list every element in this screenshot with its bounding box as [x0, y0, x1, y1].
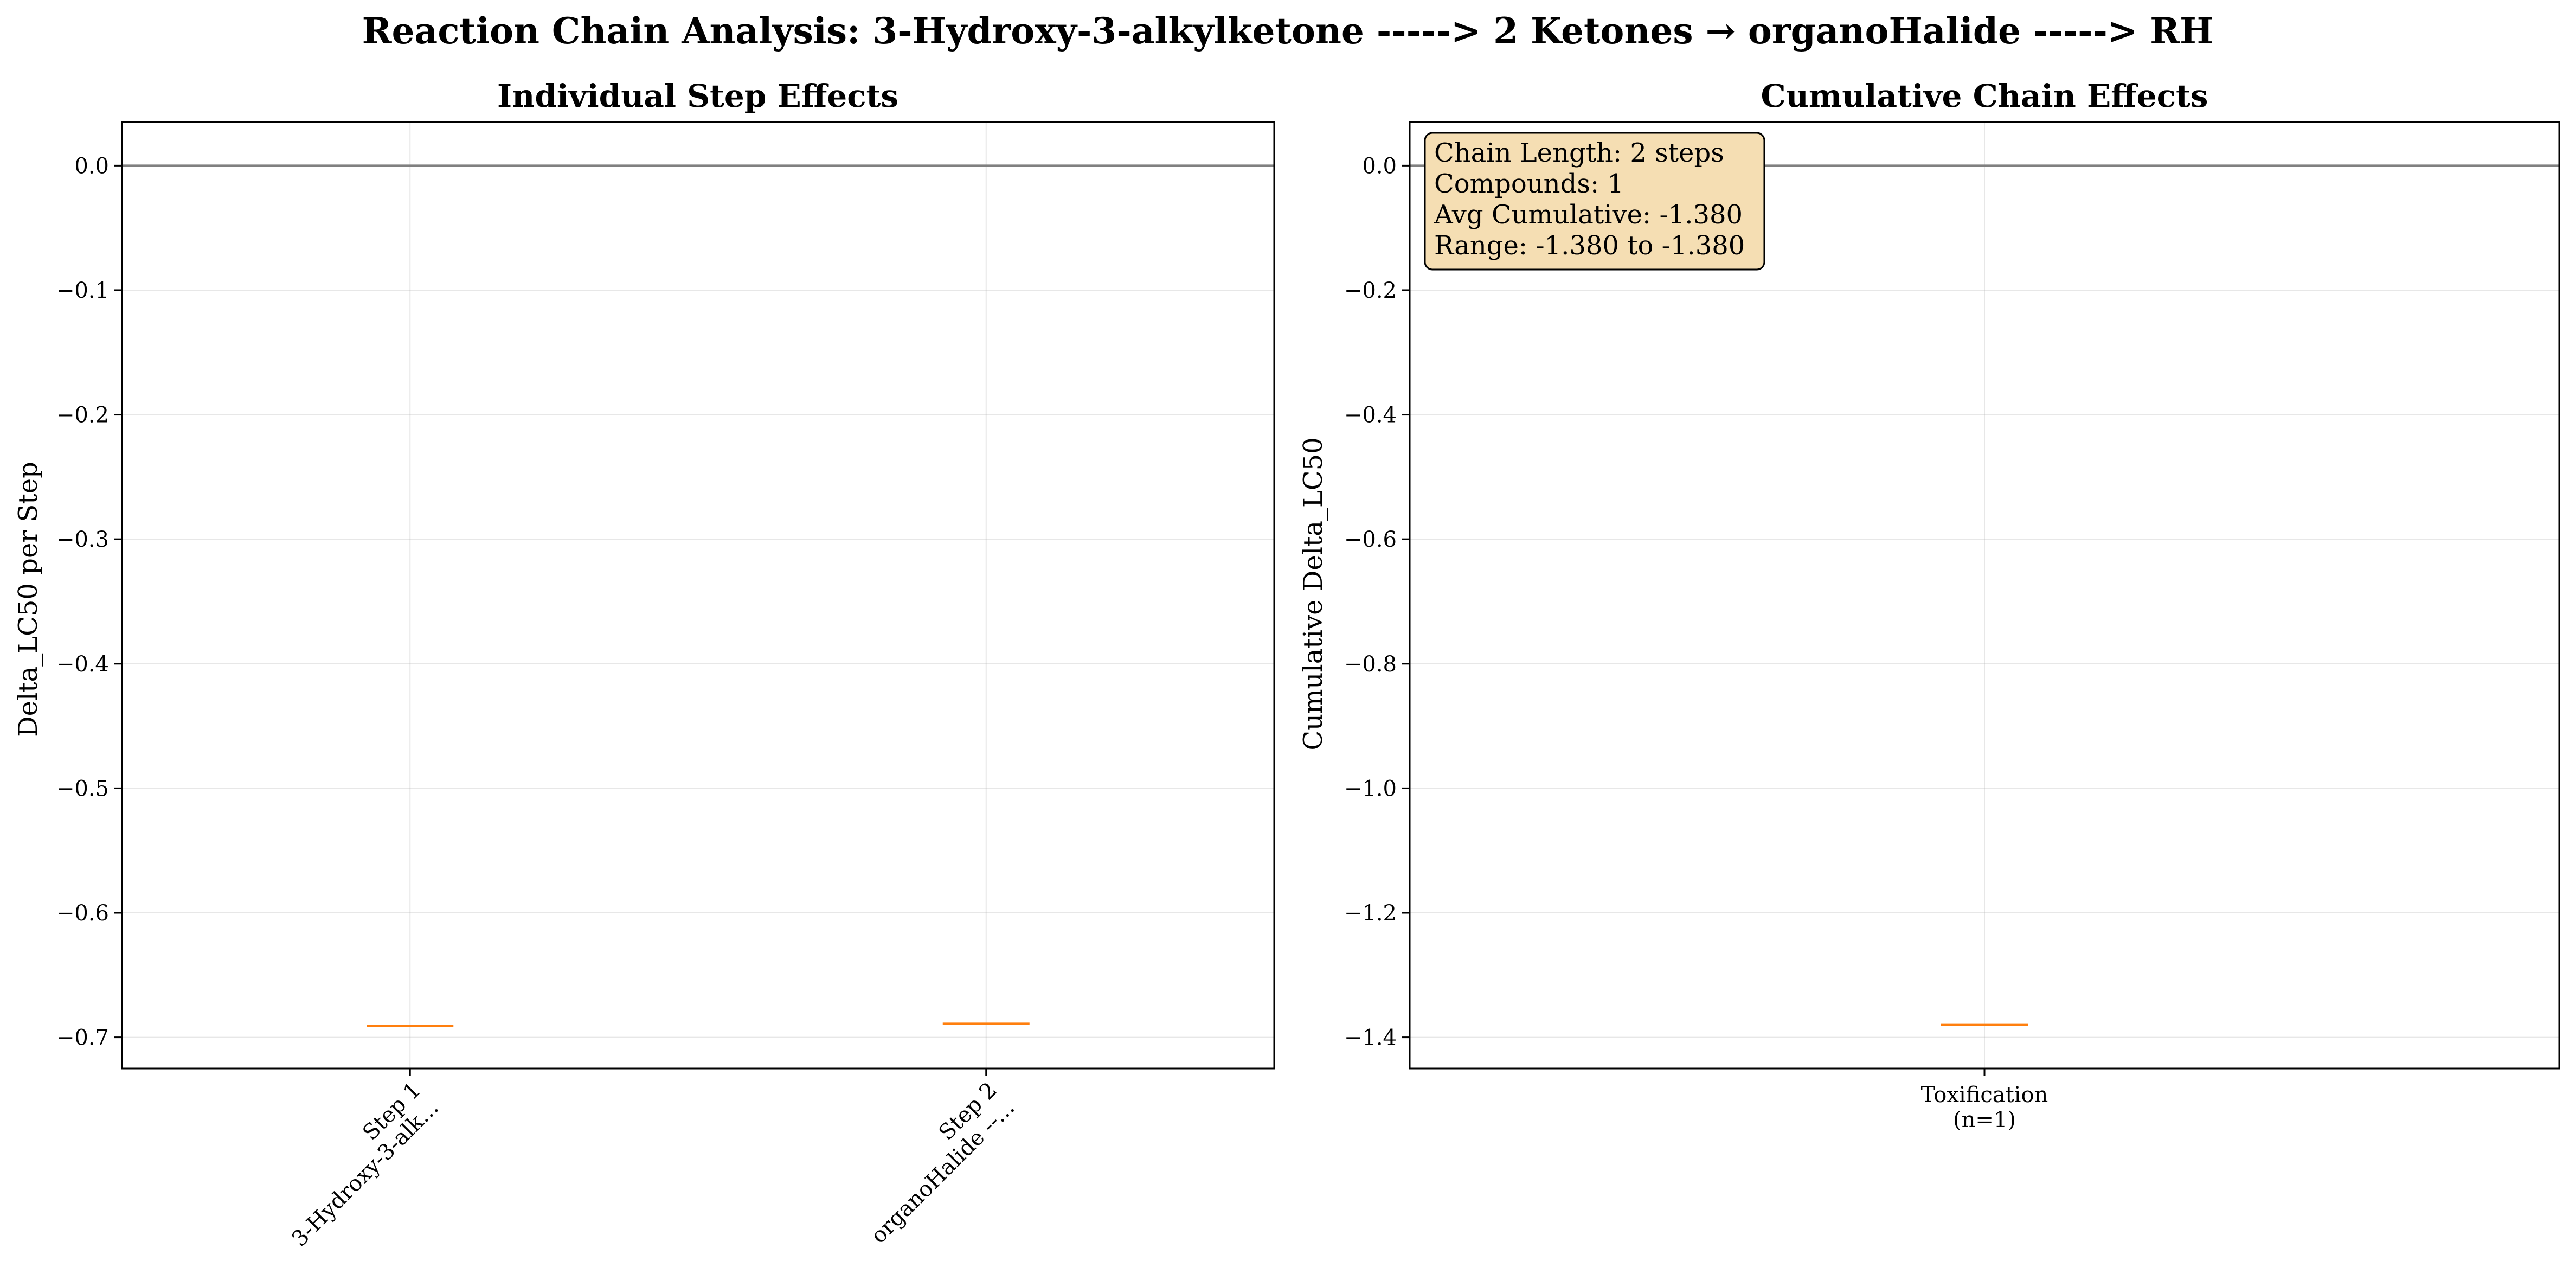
stats-line-compounds: Compounds: 1: [1434, 169, 1624, 199]
y-tick-label: −0.1: [56, 278, 109, 303]
y-tick-label: −0.4: [1344, 403, 1397, 428]
x-ticks: Step 13-Hydroxy-3-alk... Step 2organoHali…: [269, 1068, 1019, 1252]
y-tick-label: −0.2: [56, 403, 109, 428]
panel-individual-step-effects: Individual Step Effects Delta_LC50 per S…: [13, 78, 1275, 1252]
y-tick-label: −0.7: [56, 1026, 109, 1051]
y-tick-label: −1.0: [1344, 776, 1397, 801]
stats-box: Chain Length: 2 steps Compounds: 1 Avg C…: [1424, 132, 1765, 271]
y-axis-label: Delta_LC50 per Step: [13, 462, 43, 737]
x-ticks: Toxification (n=1): [1921, 1068, 2048, 1132]
y-tick-label: −0.6: [56, 901, 109, 926]
figure-title: Reaction Chain Analysis: 3-Hydroxy-3-alk…: [362, 10, 2214, 52]
y-tick-label: −0.3: [56, 527, 109, 552]
y-tick-label: −1.2: [1344, 901, 1397, 926]
panel-title: Individual Step Effects: [497, 78, 898, 114]
panel-cumulative-chain-effects: Cumulative Chain Effects Cumulative Delt…: [1298, 78, 2560, 1132]
panel-title: Cumulative Chain Effects: [1761, 78, 2208, 114]
y-tick-label: −0.8: [1344, 652, 1397, 677]
x-tick-label: Step 13-Hydroxy-3-alk...: [269, 1078, 444, 1252]
y-tick-label: −0.6: [1344, 527, 1397, 552]
y-tick-label: 0.0: [1362, 153, 1397, 178]
y-ticks: 0.0 −0.1 −0.2 −0.3 −0.4 −0.5 −0.6 −0.7: [56, 153, 122, 1051]
grid: [122, 122, 1274, 1068]
stats-line-avg-cumulative: Avg Cumulative: -1.380: [1434, 200, 1743, 230]
x-tick-label: Step 2organoHalide --...: [849, 1078, 1019, 1249]
y-tick-label: −0.4: [56, 652, 109, 677]
y-tick-label: 0.0: [74, 153, 109, 178]
y-tick-label: −0.2: [1344, 278, 1397, 303]
x-tick-label: Toxification (n=1): [1921, 1083, 2048, 1132]
stats-line-chain-length: Chain Length: 2 steps: [1434, 138, 1724, 168]
y-ticks: 0.0 −0.2 −0.4 −0.6 −0.8 −1.0 −1.2 −1.4: [1344, 153, 1410, 1051]
stats-box-background: [1424, 132, 1765, 271]
box-plots: [367, 1022, 1030, 1027]
y-tick-label: −1.4: [1344, 1026, 1397, 1051]
stats-line-range: Range: -1.380 to -1.380: [1434, 231, 1745, 261]
y-axis-label: Cumulative Delta_LC50: [1298, 437, 1328, 750]
y-tick-label: −0.5: [56, 776, 109, 801]
axes-frame: [121, 121, 1275, 1070]
